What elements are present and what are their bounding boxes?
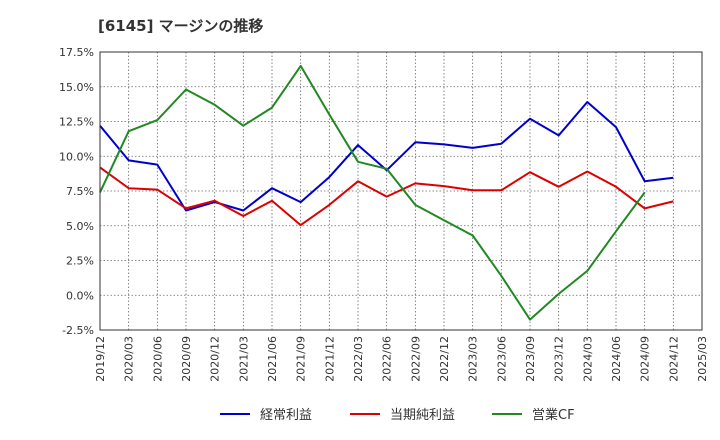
x-tick-label: 2021/12 bbox=[323, 336, 336, 382]
legend-label: 経常利益 bbox=[260, 408, 312, 423]
y-tick-label: 12.5% bbox=[59, 116, 94, 129]
x-tick-label: 2024/12 bbox=[667, 336, 680, 382]
x-tick-label: 2022/03 bbox=[352, 336, 365, 382]
series-line-当期純利益 bbox=[99, 166, 674, 227]
y-tick-label: 15.0% bbox=[59, 81, 94, 94]
x-tick-label: 2023/03 bbox=[467, 336, 480, 382]
legend-label: 当期純利益 bbox=[390, 408, 455, 423]
series-line-営業CF bbox=[99, 64, 646, 321]
x-tick-label: 2024/06 bbox=[610, 336, 623, 382]
x-tick-label: 2022/09 bbox=[409, 336, 422, 382]
x-tick-label: 2021/09 bbox=[295, 336, 308, 382]
y-tick-label: 5.0% bbox=[66, 220, 94, 233]
chart-title: [6145] マージンの推移 bbox=[98, 17, 263, 35]
x-tick-label: 2023/12 bbox=[553, 336, 566, 382]
y-axis-ticks: 17.5% 15.0% 12.5% 10.0% 7.5% 5.0% 2.5% 0.0% -2.5… bbox=[59, 46, 94, 337]
y-tick-label: 7.5% bbox=[66, 185, 94, 198]
legend: 経常利益 当期純利益 営業CF bbox=[220, 407, 575, 423]
x-tick-label: 2024/03 bbox=[581, 336, 594, 382]
y-tick-label: 0.0% bbox=[66, 289, 94, 302]
legend-label: 営業CF bbox=[532, 407, 575, 423]
x-tick-label: 2021/06 bbox=[266, 336, 279, 382]
x-tick-label: 2021/03 bbox=[237, 336, 250, 382]
plot-border bbox=[99, 51, 703, 331]
x-tick-label: 2023/09 bbox=[524, 336, 537, 382]
x-tick-label: 2019/12 bbox=[94, 336, 107, 382]
y-tick-label: -2.5% bbox=[62, 324, 94, 337]
x-tick-label: 2020/12 bbox=[209, 336, 222, 382]
x-tick-label: 2024/09 bbox=[639, 336, 652, 382]
y-tick-label: 17.5% bbox=[59, 46, 94, 59]
x-tick-label: 2022/06 bbox=[381, 336, 394, 382]
series-lines bbox=[99, 64, 674, 321]
y-tick-label: 2.5% bbox=[66, 255, 94, 268]
x-tick-label: 2020/06 bbox=[151, 336, 164, 382]
x-tick-label: 2025/03 bbox=[696, 336, 709, 382]
x-tick-label: 2020/03 bbox=[123, 336, 136, 382]
x-tick-label: 2022/12 bbox=[438, 336, 451, 382]
y-tick-label: 10.0% bbox=[59, 150, 94, 163]
x-tick-label: 2023/06 bbox=[495, 336, 508, 382]
x-tick-label: 2020/09 bbox=[180, 336, 193, 382]
x-axis-ticks: 2019/12 2020/03 2020/06 2020/09 2020/12 2021/… bbox=[94, 336, 709, 382]
